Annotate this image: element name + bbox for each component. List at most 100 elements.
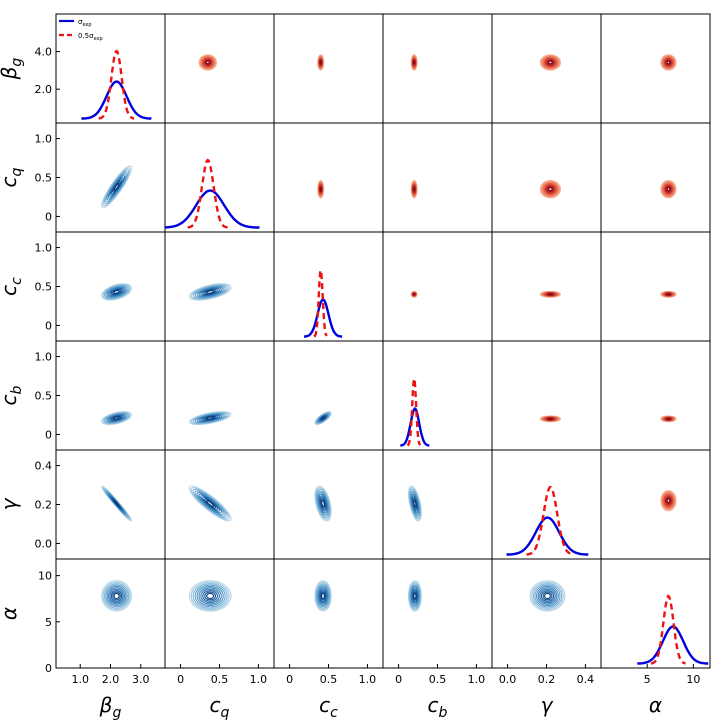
panel-frame [600,340,711,451]
contour-sigma-level-3 [192,284,228,300]
contour-half-sigma-level-3 [661,55,676,70]
contour-sigma-level-1 [188,580,232,612]
contour-sigma-level-8 [202,496,219,511]
panel-frame [273,340,384,451]
contour-sigma-level-6 [198,587,222,605]
contour-sigma-level-2 [315,581,331,611]
contour-sigma-level-4 [534,584,561,608]
x-axis-label-beta-g: βg [99,693,122,721]
contour-half-sigma-level-8 [546,59,555,66]
contour-sigma-level-10 [321,592,325,600]
contour-half-sigma-level-10 [666,187,671,192]
contour-half-sigma-level-9 [205,59,211,65]
panel-gamma-vs-beta-g [55,449,166,560]
contour-sigma-level-9 [204,498,217,509]
panel-beta-g-vs-c-b [382,13,493,124]
contour-half-sigma-level-10 [548,60,553,65]
contour-sigma-level-4 [316,584,330,608]
contour-sigma-level-2 [408,581,422,611]
contour-sigma-level-10 [113,182,120,191]
x-tick-label-c-c: 0.5 [320,673,338,686]
contour-half-sigma-level-10 [319,187,322,192]
panel-frame [600,449,711,560]
contour-half-sigma-level-4 [201,56,215,69]
contour-half-sigma-level-8 [546,185,555,193]
panel-c-q-vs-c-q [164,122,275,233]
contour-half-sigma-level-1 [198,54,218,71]
contour-half-sigma-level-6 [202,57,214,68]
contour-sigma-level-10 [321,500,325,507]
x-axis-label-c-c: cc [319,693,338,721]
legend: σexp 0.5σexp [59,18,103,42]
contour-sigma-level-3 [315,583,331,609]
panel-frame [55,340,166,451]
contour-sigma-level-9 [542,591,553,601]
panel-c-c-vs-gamma [491,231,602,342]
contour-sigma-level-7 [200,287,220,297]
panel-frame [382,122,493,233]
contour-half-sigma-level-10 [666,417,671,421]
contour-sigma-level-9 [204,591,217,601]
contour-sigma-level-9 [204,289,217,295]
density-curve-half-sigma-c-c [313,267,328,338]
y-tick-label-c-q: 0 [45,210,52,223]
contour-half-sigma-level-5 [543,183,558,196]
contour-sigma-level-5 [196,585,224,606]
y-axis-label-alpha: α [0,607,21,620]
contour-sigma-level-1 [101,580,132,612]
panel-gamma-vs-alpha [600,449,711,560]
contour-half-sigma-level-9 [547,186,554,192]
contour-half-sigma-level-10 [412,60,416,65]
contour-sigma-level-7 [200,495,220,512]
x-tick-label-beta-g: 2.0 [102,673,120,686]
contour-sigma-level-7 [109,588,124,604]
contour-sigma-level-6 [108,587,126,605]
contour-half-sigma-level-10 [412,293,416,296]
panel-c-b-vs-alpha [600,340,711,451]
contour-sigma-level-8 [319,590,327,602]
x-tick-label-gamma: 0.2 [538,673,556,686]
density-curve-sigma-beta-g [81,80,152,120]
contour-half-sigma-level-7 [545,58,556,67]
contour-half-sigma-level-8 [665,59,672,66]
contour-sigma-level-7 [318,495,328,512]
x-axis-labels: 1.0 2.0 3.0 0 0.5 1.0 0 0.5 1.0 0 0.5 1.0 0.0 0.2 0.4 5… [71,664,700,721]
panel-frame [600,122,711,233]
y-tick-label-c-c: 0.5 [35,281,53,294]
y-tick-label-gamma: 0.4 [35,460,53,473]
contour-sigma-level-4 [105,285,128,299]
contour-sigma-level-8 [319,496,327,511]
contour-sigma-level-10 [206,592,215,600]
y-tick-label-gamma: 0.2 [35,499,53,512]
contour-sigma-level-2 [102,284,131,300]
panel-frame [491,231,602,342]
density-curve-half-sigma-gamma [526,485,575,556]
contour-half-sigma-level-6 [663,183,674,195]
panel-c-c-vs-c-c [273,231,384,342]
panel-frame [382,340,493,451]
contour-sigma-level-7 [539,588,556,604]
panel-beta-g-vs-c-c [273,13,384,124]
contour-half-sigma-level-1 [660,179,677,199]
contour-half-sigma-level-3 [541,55,560,70]
panel-frame [273,558,384,669]
panel-frame [491,340,602,451]
legend-label-half-sigma: 0.5σexp [78,32,103,42]
density-curve-sigma-c-q [165,189,260,229]
panel-alpha-vs-c-q [164,558,275,669]
contour-sigma-level-3 [103,583,130,609]
contour-sigma-level-8 [202,590,219,602]
contour-sigma-level-10 [206,500,215,507]
contour-half-sigma-level-4 [542,56,559,69]
contour-half-sigma-level-7 [664,58,673,67]
y-tick-label-c-c: 0 [45,319,52,332]
panel-c-q-vs-gamma [491,122,602,233]
contour-sigma-level-8 [110,590,123,602]
contour-sigma-level-7 [318,588,328,604]
contour-half-sigma-level-3 [200,55,216,70]
panel-frame [382,449,493,560]
panel-alpha-vs-c-c [273,558,384,669]
y-axis-label-beta-g: βg [0,58,25,81]
contour-sigma-level-6 [318,493,328,514]
contour-half-sigma-level-8 [665,496,672,505]
